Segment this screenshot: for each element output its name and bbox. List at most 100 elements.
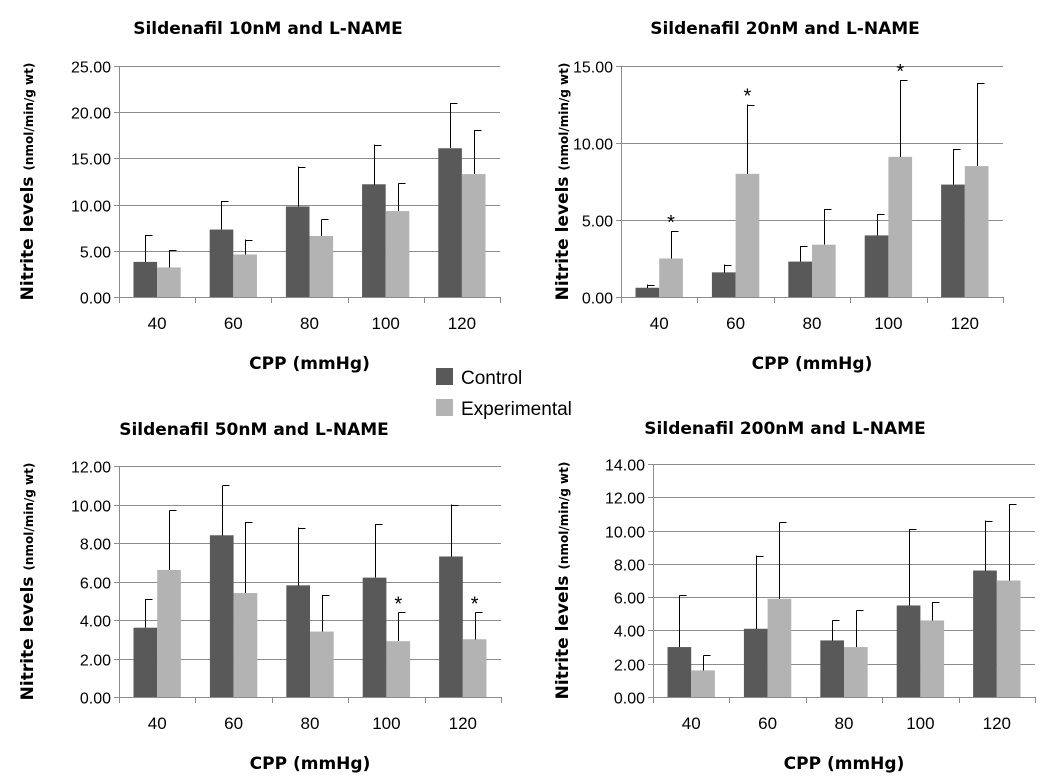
bar-control bbox=[973, 570, 997, 697]
bar-experimental bbox=[233, 254, 257, 297]
y-tick-label: 0.00 bbox=[80, 291, 111, 308]
y-tick-label: 12.00 bbox=[71, 460, 111, 477]
x-tick-label: 80 bbox=[301, 714, 320, 733]
x-tick-label: 100 bbox=[874, 314, 902, 333]
bar-control bbox=[743, 628, 768, 697]
bar-experimental bbox=[767, 598, 792, 697]
x-tick-label: 40 bbox=[650, 314, 669, 333]
y-tick-label: 25.00 bbox=[71, 60, 111, 77]
y-tick-label: 12.00 bbox=[605, 491, 645, 508]
bar-control bbox=[286, 585, 310, 697]
bar-experimental bbox=[461, 174, 486, 297]
bar-experimental bbox=[157, 569, 181, 697]
bar-experimental bbox=[691, 670, 715, 697]
y-tick-label: 15.00 bbox=[71, 152, 111, 169]
y-tick-label: 2.00 bbox=[614, 658, 645, 675]
y-tick-label: 4.00 bbox=[80, 614, 111, 631]
bar-experimental bbox=[310, 631, 334, 697]
x-tick-label: 60 bbox=[224, 314, 243, 333]
bar-experimental bbox=[386, 641, 411, 697]
x-tick-label: 60 bbox=[758, 714, 777, 733]
y-axis-label: Nitrite levels (nmol/min/g wt) bbox=[18, 63, 38, 301]
legend-label-control: Control bbox=[461, 368, 522, 389]
chart-panel-1: Sildenafil 10nM and L-NAME 0.00 5.00 10.00 1… bbox=[18, 19, 501, 374]
bar-control bbox=[362, 577, 387, 697]
y-tick-label: 14.00 bbox=[605, 458, 645, 475]
chart-title: Sildenafil 10nM and L-NAME bbox=[133, 19, 403, 39]
y-tick-label: 5.00 bbox=[80, 245, 111, 262]
chart-title: Sildenafil 50nM and L-NAME bbox=[119, 420, 389, 440]
chart-title: Sildenafil 200nM and L-NAME bbox=[644, 419, 925, 439]
bar-control bbox=[362, 184, 386, 297]
y-tick-label: 10.00 bbox=[573, 137, 613, 154]
y-tick-label: 15.00 bbox=[573, 60, 613, 77]
x-tick-label: 120 bbox=[983, 714, 1011, 733]
y-axis-label: Nitrite levels (nmol/min/g wt) bbox=[553, 462, 573, 700]
y-tick-label: 10.00 bbox=[71, 499, 111, 516]
y-tick-label: 0.00 bbox=[614, 691, 645, 708]
legend-swatch-experimental bbox=[436, 399, 453, 416]
bar-experimental bbox=[964, 166, 989, 297]
y-tick-label: 0.00 bbox=[582, 291, 613, 308]
bar-control bbox=[209, 229, 234, 297]
x-tick-label: 120 bbox=[449, 714, 477, 733]
bar-control bbox=[941, 184, 965, 297]
y-tick-label: 20.00 bbox=[71, 106, 111, 123]
bar-control bbox=[438, 148, 462, 297]
bar-control bbox=[864, 235, 889, 297]
bar-control bbox=[133, 627, 158, 697]
bar-experimental bbox=[462, 639, 487, 697]
bar-experimental bbox=[385, 211, 410, 297]
y-axis-label: Nitrite levels (nmol/min/g wt) bbox=[18, 463, 38, 701]
bar-control bbox=[896, 605, 921, 697]
x-tick-label: 40 bbox=[682, 714, 701, 733]
y-tick-label: 8.00 bbox=[614, 558, 645, 575]
x-tick-label: 80 bbox=[835, 714, 854, 733]
y-tick-label: 5.00 bbox=[582, 214, 613, 231]
bar-experimental bbox=[996, 580, 1021, 697]
bar-control bbox=[667, 647, 692, 697]
bar-experimental bbox=[888, 156, 913, 297]
x-axis-label: CPP (mmHg) bbox=[249, 354, 370, 374]
legend-label-experimental: Experimental bbox=[461, 399, 572, 420]
bar-experimental bbox=[920, 620, 945, 697]
y-tick-label: 10.00 bbox=[605, 525, 645, 542]
x-axis-label: CPP (mmHg) bbox=[752, 354, 873, 374]
bar-experimental bbox=[812, 244, 836, 297]
bar-experimental bbox=[309, 236, 334, 297]
legend-swatch-control bbox=[436, 368, 453, 385]
bar-experimental bbox=[844, 647, 868, 697]
x-tick-label: 100 bbox=[906, 714, 934, 733]
chart-panel-4: Sildenafil 200nM and L-NAME 0.00 2.00 4.00 6… bbox=[553, 419, 1036, 774]
y-tick-label: 6.00 bbox=[80, 576, 111, 593]
bar-control bbox=[788, 261, 812, 297]
bar-experimental bbox=[233, 593, 258, 697]
x-tick-label: 80 bbox=[300, 314, 319, 333]
x-tick-label: 100 bbox=[372, 714, 400, 733]
x-tick-label: 60 bbox=[726, 314, 745, 333]
significance-marker: * bbox=[896, 61, 904, 83]
y-axis-label: Nitrite levels (nmol/min/g wt) bbox=[553, 63, 573, 301]
y-tick-label: 6.00 bbox=[614, 591, 645, 608]
significance-marker: * bbox=[667, 212, 675, 234]
bar-experimental bbox=[659, 258, 683, 297]
bar-control bbox=[439, 556, 463, 697]
x-tick-label: 120 bbox=[951, 314, 979, 333]
chart-panel-2: Sildenafil 20nM and L-NAME 0.00 5.00 10.00 1… bbox=[553, 19, 1004, 374]
bar-control bbox=[209, 535, 234, 697]
bar-experimental bbox=[735, 173, 760, 297]
legend: Control Experimental bbox=[436, 368, 572, 420]
x-tick-label: 120 bbox=[448, 314, 476, 333]
significance-marker: * bbox=[471, 593, 479, 615]
x-tick-label: 60 bbox=[224, 714, 243, 733]
x-axis-label: CPP (mmHg) bbox=[250, 754, 371, 774]
bar-experimental bbox=[157, 267, 181, 297]
x-tick-label: 80 bbox=[803, 314, 822, 333]
x-tick-label: 40 bbox=[148, 314, 167, 333]
significance-marker: * bbox=[744, 86, 752, 108]
y-tick-label: 0.00 bbox=[80, 691, 111, 708]
chart-panel-3: Sildenafil 50nM and L-NAME 0.00 2.00 4.00 6.… bbox=[18, 420, 502, 774]
y-tick-label: 2.00 bbox=[80, 653, 111, 670]
bar-control bbox=[285, 206, 310, 297]
x-tick-label: 40 bbox=[148, 714, 167, 733]
